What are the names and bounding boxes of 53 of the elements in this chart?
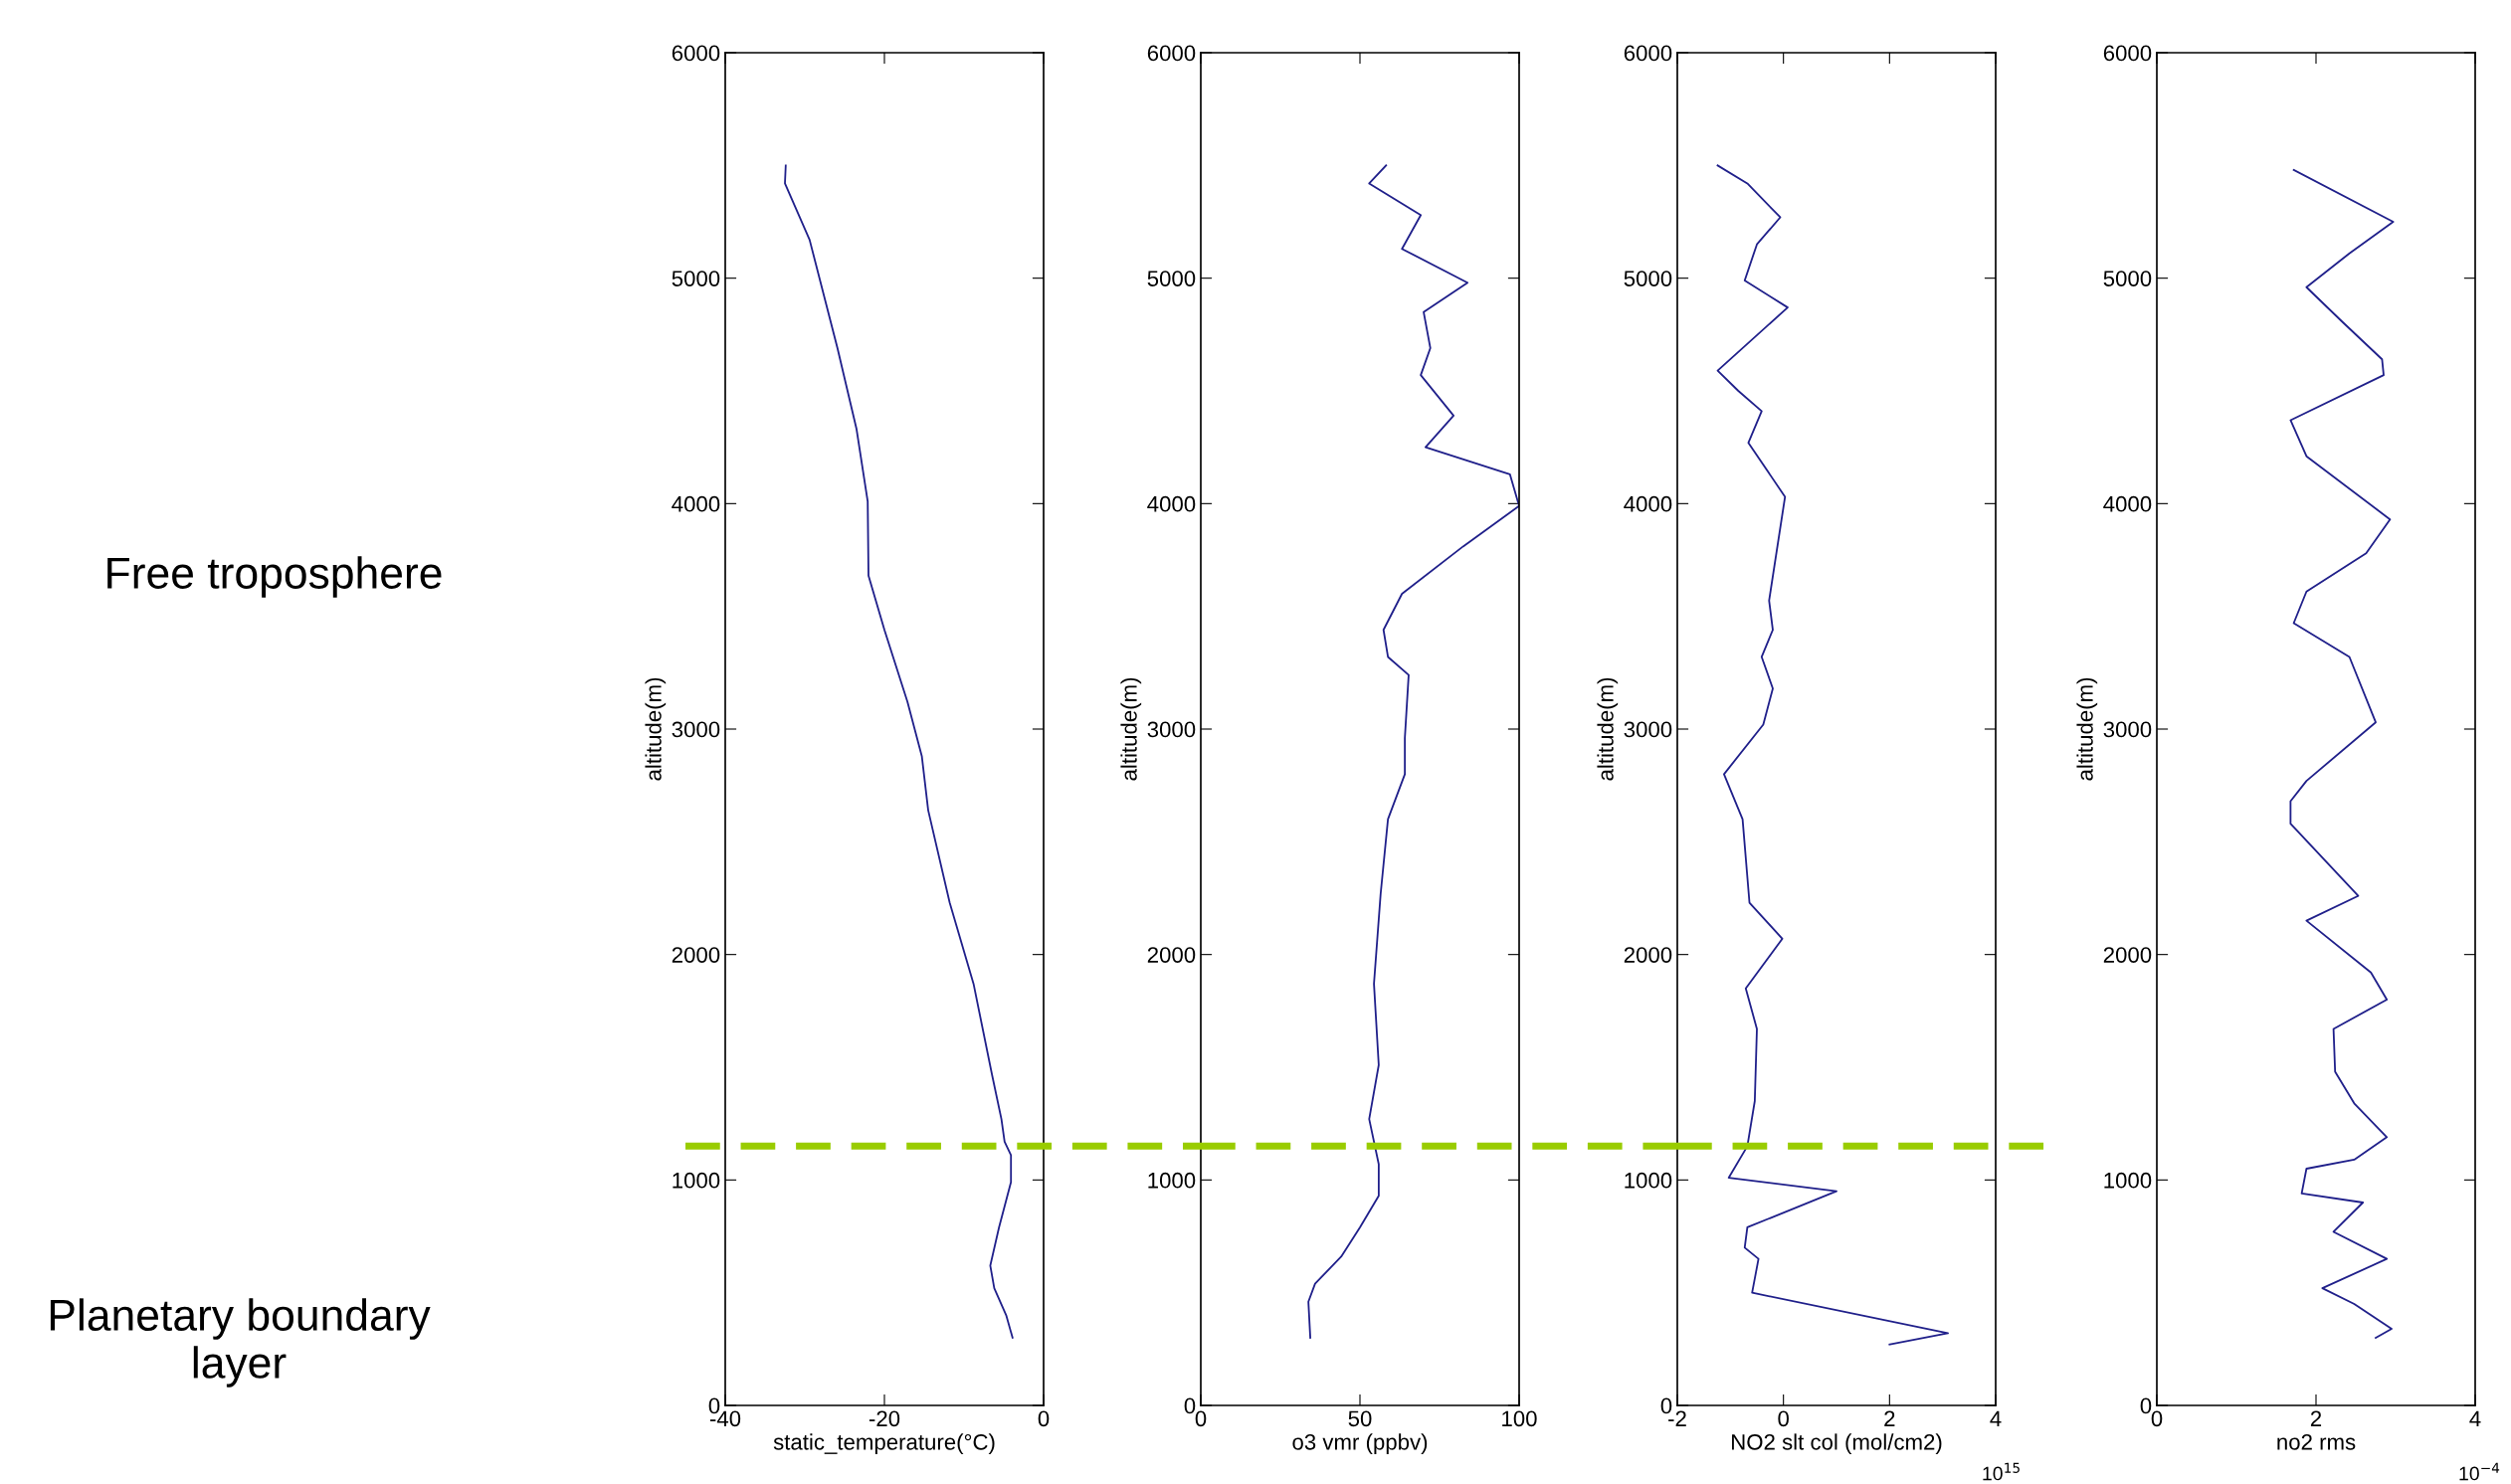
y-tick-label: 5000 xyxy=(1624,271,1672,286)
line-series xyxy=(1716,164,1949,1346)
x-tick-label: 4 xyxy=(2469,1410,2481,1426)
y-tick-label: 6000 xyxy=(1147,45,1196,62)
text: 10$^{15}$ xyxy=(1983,1462,2020,1481)
y-tick-label: 3000 xyxy=(672,721,720,738)
text: Planetary boundary layer xyxy=(50,1298,431,1388)
x-tick-label: 0 xyxy=(1778,1410,1789,1427)
line-series xyxy=(2289,168,2395,1339)
x-tick-label: 0 xyxy=(1195,1410,1207,1427)
y-tick-label: 0 xyxy=(1184,1397,1196,1414)
y-tick-label: 4000 xyxy=(672,495,720,512)
x-tick-label: 0 xyxy=(2151,1410,2163,1427)
y-tick-label: 6000 xyxy=(672,45,720,62)
x-tick-label: 2 xyxy=(2310,1410,2322,1426)
x-tick-label: 0 xyxy=(1038,1410,1050,1427)
x-axis-title: static_temperature(°C) xyxy=(773,1433,995,1455)
y-tick-label: 1000 xyxy=(2104,1172,2152,1189)
y-tick-label: 6000 xyxy=(2103,45,2152,62)
y-tick-label: 3000 xyxy=(1624,721,1672,738)
x-tick-label: -20 xyxy=(869,1410,900,1427)
y-tick-label: 6000 xyxy=(1624,45,1672,62)
y-axis-title: altitude(m) xyxy=(1597,677,1619,781)
y-tick-label: 3000 xyxy=(2103,721,2152,738)
line-series xyxy=(784,164,1014,1339)
text: 10$^{−4}$ xyxy=(2459,1462,2500,1481)
x-tick-label: 2 xyxy=(1884,1410,1895,1426)
y-tick-label: 1000 xyxy=(1148,1172,1196,1189)
y-axis-title: altitude(m) xyxy=(1120,677,1142,781)
line-series xyxy=(1307,164,1519,1339)
y-tick-label: 5000 xyxy=(672,271,720,286)
y-tick-label: 3000 xyxy=(1147,721,1196,738)
y-tick-label: 4000 xyxy=(2103,495,2152,512)
y-tick-label: 2000 xyxy=(672,947,720,963)
y-axis-title: altitude(m) xyxy=(645,677,667,781)
x-tick-label: 100 xyxy=(1502,1410,1537,1427)
y-tick-label: 1000 xyxy=(673,1172,720,1189)
x-axis-title: o3 vmr (ppbv) xyxy=(1292,1433,1428,1455)
y-tick-label: 2000 xyxy=(1147,947,1196,963)
x-tick-label: 50 xyxy=(1348,1410,1372,1427)
y-tick-label: 0 xyxy=(2140,1397,2152,1414)
x-axis-title: no2 rms xyxy=(2277,1433,2356,1450)
y-tick-label: 5000 xyxy=(2103,271,2152,286)
text: Free troposphere xyxy=(107,556,442,598)
x-tick-label: 4 xyxy=(1990,1410,2002,1426)
y-tick-label: 2000 xyxy=(1624,947,1672,963)
x-axis-title: NO2 slt col (mol/cm2) xyxy=(1732,1433,1942,1455)
y-tick-label: 1000 xyxy=(1625,1172,1672,1189)
y-axis-title: altitude(m) xyxy=(2076,677,2098,781)
y-tick-label: 2000 xyxy=(2103,947,2152,963)
y-tick-label: 4000 xyxy=(1147,495,1196,512)
y-tick-label: 4000 xyxy=(1624,495,1672,512)
y-tick-label: 5000 xyxy=(1147,271,1196,286)
